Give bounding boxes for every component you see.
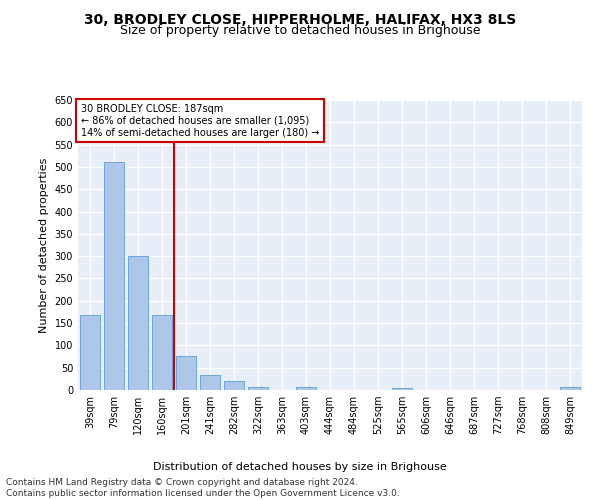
Bar bbox=[128, 256, 148, 390]
Bar bbox=[296, 388, 316, 390]
Text: Size of property relative to detached houses in Brighouse: Size of property relative to detached ho… bbox=[120, 24, 480, 37]
Bar bbox=[176, 356, 196, 390]
Bar bbox=[80, 315, 100, 390]
Bar bbox=[104, 162, 124, 390]
Bar bbox=[248, 387, 268, 390]
Text: Distribution of detached houses by size in Brighouse: Distribution of detached houses by size … bbox=[153, 462, 447, 472]
Bar bbox=[560, 388, 580, 390]
Y-axis label: Number of detached properties: Number of detached properties bbox=[39, 158, 49, 332]
Bar bbox=[224, 380, 244, 390]
Bar bbox=[392, 388, 412, 390]
Text: 30 BRODLEY CLOSE: 187sqm
← 86% of detached houses are smaller (1,095)
14% of sem: 30 BRODLEY CLOSE: 187sqm ← 86% of detach… bbox=[80, 104, 319, 138]
Text: 30, BRODLEY CLOSE, HIPPERHOLME, HALIFAX, HX3 8LS: 30, BRODLEY CLOSE, HIPPERHOLME, HALIFAX,… bbox=[84, 12, 516, 26]
Bar bbox=[152, 315, 172, 390]
Bar bbox=[200, 376, 220, 390]
Text: Contains HM Land Registry data © Crown copyright and database right 2024.
Contai: Contains HM Land Registry data © Crown c… bbox=[6, 478, 400, 498]
